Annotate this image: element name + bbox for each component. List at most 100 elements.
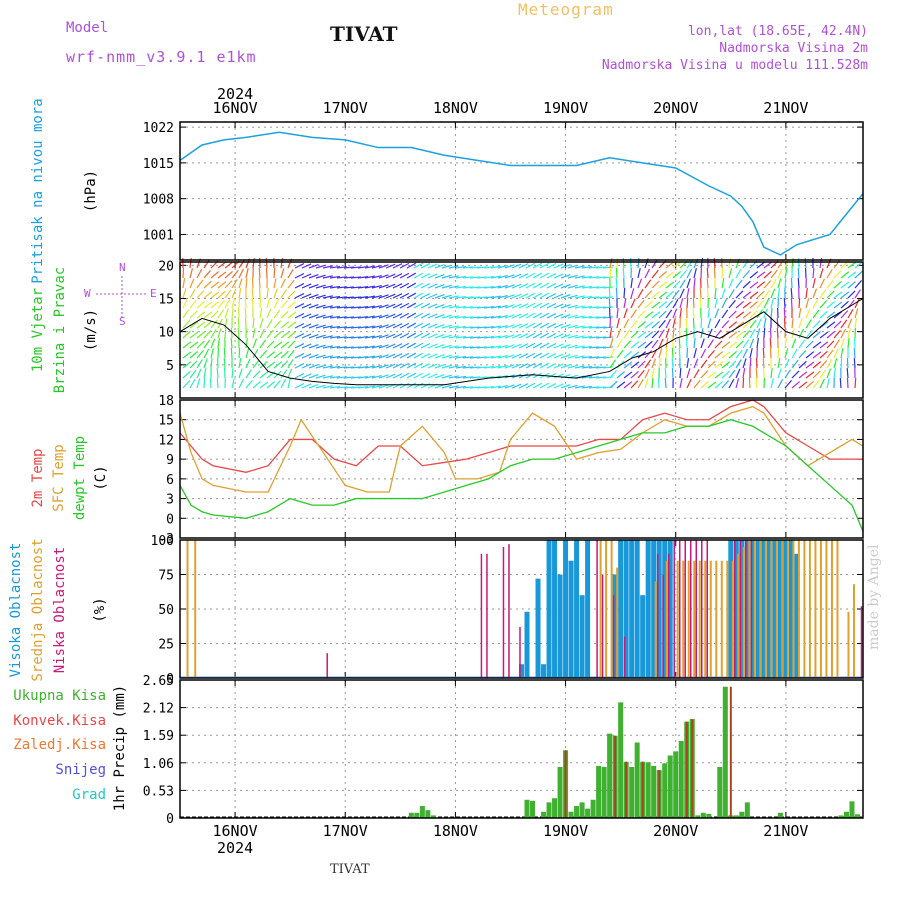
mid-cloud-bar bbox=[737, 553, 740, 678]
y-tick-label: 12 bbox=[158, 433, 174, 448]
wind-barb bbox=[546, 303, 557, 309]
wind-barb bbox=[637, 310, 646, 319]
wind-barb bbox=[574, 275, 585, 279]
wind-barb bbox=[511, 383, 522, 389]
wind-barb bbox=[378, 384, 389, 389]
snow-legend: Snijeg bbox=[55, 762, 106, 778]
wind-barb bbox=[735, 378, 740, 389]
mid-cloud-bar bbox=[836, 540, 839, 678]
total-precip-bar bbox=[596, 765, 602, 818]
wind-barb bbox=[280, 369, 288, 379]
wind-barb bbox=[280, 310, 289, 319]
y-tick-label: 50 bbox=[158, 603, 174, 618]
mid-cloud-bar bbox=[759, 540, 762, 678]
wind-barb bbox=[658, 291, 668, 299]
wind-barb bbox=[812, 309, 820, 319]
wind-barb bbox=[301, 373, 312, 379]
wind-barb bbox=[392, 363, 403, 369]
mid-cloud-bar bbox=[616, 567, 619, 678]
wind-barb bbox=[329, 355, 340, 359]
wind-barb bbox=[245, 338, 248, 349]
wind-barb bbox=[406, 272, 417, 279]
wind-barb bbox=[623, 350, 632, 359]
pressure-axis-title: Pritisak na nivou mora bbox=[30, 98, 46, 283]
wind-barb bbox=[469, 366, 481, 369]
high-cloud-bar bbox=[777, 540, 783, 678]
wind-barb bbox=[273, 267, 276, 279]
wind-barb bbox=[357, 376, 368, 379]
wind-barb bbox=[371, 294, 382, 299]
wind-barb bbox=[707, 350, 715, 359]
wind-barb bbox=[819, 378, 825, 389]
cloud-axis-unit: (%) bbox=[92, 597, 108, 622]
wind-barb bbox=[308, 373, 319, 379]
wind-barb bbox=[637, 278, 643, 289]
wind-barb bbox=[714, 351, 724, 359]
wind-barb bbox=[588, 316, 600, 319]
wind-barb bbox=[602, 296, 614, 299]
wind-barb bbox=[798, 297, 801, 309]
wind-barb bbox=[609, 328, 613, 339]
wind-barb bbox=[819, 350, 828, 359]
wind-barb bbox=[819, 268, 824, 279]
wind-barb bbox=[581, 295, 592, 299]
wind-barb bbox=[252, 317, 255, 329]
wind-barb bbox=[721, 370, 730, 379]
wind-barb bbox=[357, 296, 368, 299]
wind-barb bbox=[357, 336, 368, 339]
wind-barb bbox=[483, 296, 494, 299]
wind-barb bbox=[748, 377, 751, 389]
wind-barb bbox=[651, 311, 661, 319]
wind-barb bbox=[322, 285, 333, 289]
wind-barb bbox=[658, 319, 666, 329]
wind-barb bbox=[805, 288, 808, 299]
wind-barb bbox=[245, 348, 250, 359]
wind-barb bbox=[637, 321, 646, 329]
wind-barb bbox=[623, 381, 633, 389]
wind-barb bbox=[525, 362, 536, 369]
wind-barb bbox=[518, 263, 529, 269]
wind-barb bbox=[308, 323, 319, 329]
wind-barb bbox=[364, 385, 375, 389]
wind-barb bbox=[762, 357, 765, 369]
y-tick-label: 6 bbox=[166, 473, 174, 488]
wind-barb bbox=[329, 285, 340, 289]
wind-barb bbox=[588, 286, 600, 289]
wind-barb bbox=[791, 359, 799, 369]
wind-barb bbox=[616, 339, 623, 349]
wind-barb bbox=[203, 311, 213, 319]
wind-barb bbox=[812, 288, 818, 299]
wind-barb bbox=[700, 370, 709, 379]
high-cloud-bar bbox=[585, 540, 591, 678]
wind-barb bbox=[287, 311, 297, 319]
total-precip-bar bbox=[419, 806, 425, 818]
year-label-top: 2024 bbox=[217, 85, 253, 103]
wind-barb bbox=[483, 356, 494, 359]
wind-barb bbox=[392, 303, 403, 309]
wind-barb bbox=[434, 284, 445, 289]
wind-barb bbox=[427, 323, 438, 329]
wind-barb bbox=[483, 346, 494, 349]
wind-barb bbox=[427, 263, 438, 269]
wind-barb bbox=[287, 301, 297, 309]
wind-barb bbox=[258, 267, 261, 279]
wind-barb bbox=[819, 310, 828, 319]
wind-barb bbox=[406, 262, 417, 269]
wind-barb bbox=[651, 259, 658, 269]
x-tick-label-bottom: 19NOV bbox=[543, 822, 588, 840]
wind-barb bbox=[623, 318, 630, 329]
wind-barb bbox=[833, 291, 843, 299]
temp2m-line bbox=[179, 399, 863, 473]
wind-barb bbox=[728, 341, 738, 349]
wind-barb bbox=[203, 339, 211, 349]
wind-barb bbox=[700, 317, 703, 329]
wind-barb bbox=[840, 338, 845, 349]
high-cloud-bar bbox=[733, 540, 739, 678]
wind-barb bbox=[448, 355, 459, 359]
wind-barb bbox=[797, 277, 800, 289]
wind-barb bbox=[539, 332, 550, 339]
wind-barb bbox=[315, 294, 326, 299]
wind-barb bbox=[280, 350, 289, 359]
wind-barb bbox=[462, 276, 474, 279]
wind-barb bbox=[693, 348, 697, 359]
